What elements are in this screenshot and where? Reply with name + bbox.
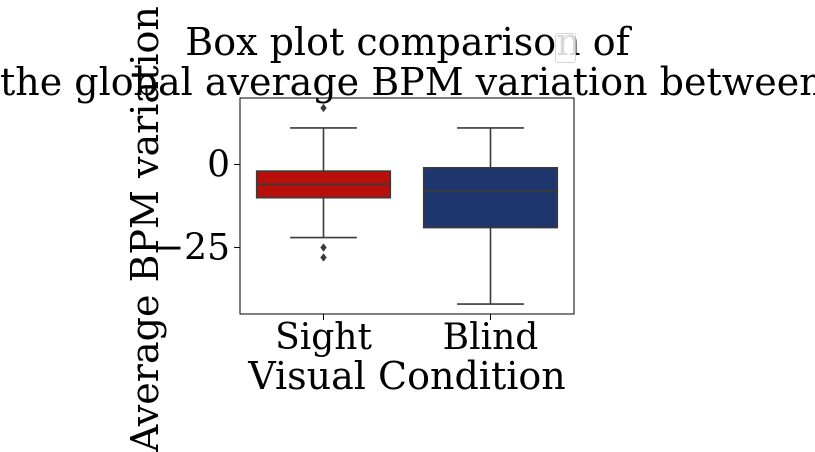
outlier-sight-0 [320,103,327,113]
box-blind [422,127,559,305]
y-tick-label-0: 0 [207,144,230,185]
legend-box [555,33,576,63]
iqr-box-blind [422,166,559,229]
x-ticks-layer: Sight Blind [275,314,538,358]
box-plot: 0 −25 Sight Blind [154,97,575,358]
y-ticks-layer: 0 −25 [154,144,240,269]
outlier-sight-2 [320,253,327,262]
boxes-layer [255,103,559,305]
box-sight [255,103,392,262]
x-tick-label-blind: Blind [443,317,539,358]
y-axis-label: Average BPM variation % [123,0,167,452]
axes-frame [239,97,575,315]
chart-title-line-2: the global average BPM variation between… [0,60,815,104]
x-tick-label-sight: Sight [275,317,372,358]
y-tick-label-1: −25 [154,228,230,269]
outlier-sight-1 [320,243,327,252]
x-axis-label: Visual Condition [248,354,566,398]
